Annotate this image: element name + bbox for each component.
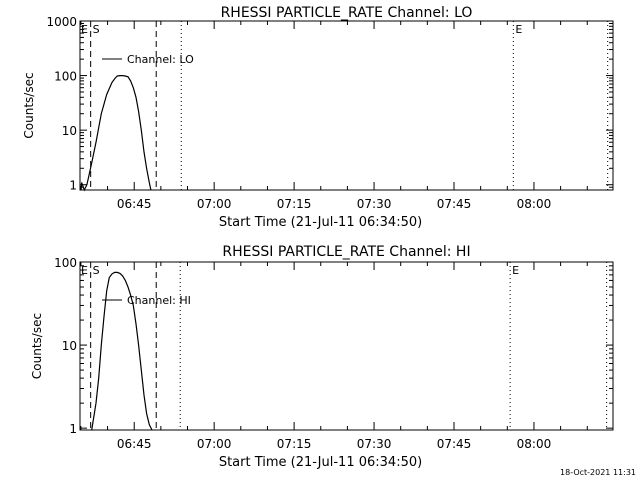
y-tick-label: 10 [62, 124, 77, 138]
x-tick-label: 06:45 [117, 197, 152, 211]
count-rate-series-line [91, 271, 153, 431]
hi-channel-plot: RHESSI PARTICLE_RATE Channel: HI 1 10 100 06… [30, 244, 614, 470]
x-tick-label: 07:00 [197, 197, 232, 211]
marker-label: S [93, 23, 100, 36]
y-tick-label: 100 [54, 256, 77, 270]
chart-title: RHESSI PARTICLE_RATE Channel: HI [222, 244, 470, 260]
x-tick-label: 07:00 [197, 437, 232, 451]
x-tick-label: 06:45 [117, 437, 152, 451]
x-tick-label: 08:00 [517, 197, 552, 211]
footer-timestamp: 18-Oct-2021 11:31 [560, 468, 636, 477]
y-tick-label: 1 [69, 179, 77, 193]
x-tick-label: 07:30 [357, 437, 392, 451]
x-axis-label: Start Time (21-Jul-11 06:34:50) [219, 215, 422, 230]
y-tick-label: 100 [54, 70, 77, 84]
count-rate-series-line [80, 74, 152, 192]
plot-frame [79, 20, 614, 191]
x-axis-label: Start Time (21-Jul-11 06:34:50) [219, 455, 422, 470]
x-tick-label: 08:00 [517, 437, 552, 451]
legend-label: Channel: HI [127, 294, 191, 307]
y-axis-label: Counts/sec [22, 72, 36, 138]
corner-marker-label: E [81, 23, 88, 36]
y-tick-label: 10 [62, 339, 77, 353]
marker-label: S [93, 264, 100, 277]
lo-channel-plot: RHESSI PARTICLE_RATE Channel: LO 1 10 100 10… [22, 5, 614, 230]
y-tick-label: 1000 [46, 15, 77, 29]
x-tick-label: 07:15 [277, 437, 312, 451]
x-tick-label: 07:15 [277, 197, 312, 211]
y-axis-label: Counts/sec [30, 313, 44, 379]
x-tick-label: 07:30 [357, 197, 392, 211]
legend-label: Channel: LO [127, 53, 194, 66]
marker-label: E [515, 23, 522, 36]
marker-label: E [512, 264, 519, 277]
corner-marker-label: E [81, 264, 88, 277]
chart-title: RHESSI PARTICLE_RATE Channel: LO [221, 5, 473, 21]
plot-frame [79, 261, 614, 431]
x-tick-label: 07:45 [437, 197, 472, 211]
x-tick-label: 07:45 [437, 437, 472, 451]
y-tick-label: 1 [69, 422, 77, 436]
